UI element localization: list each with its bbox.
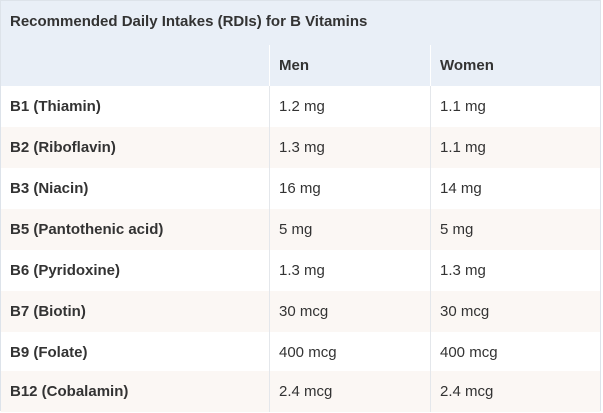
vitamin-cell: B12 (Cobalamin) xyxy=(10,383,129,400)
women-cell: 1.1 mg xyxy=(430,86,602,127)
women-cell: 1.3 mg xyxy=(430,250,602,291)
table-caption-text: Recommended Daily Intakes (RDIs) for B V… xyxy=(10,13,368,30)
women-cell: 14 mg xyxy=(430,168,602,209)
vitamin-cell: B3 (Niacin) xyxy=(10,180,89,197)
vitamin-cell: B2 (Riboflavin) xyxy=(10,139,116,156)
table-header-row: Men Women xyxy=(1,45,600,86)
table-row: B2 (Riboflavin) 1.3 mg 1.1 mg xyxy=(1,127,600,168)
women-cell: 2.4 mcg xyxy=(430,371,602,412)
vitamin-cell: B9 (Folate) xyxy=(10,344,88,361)
men-cell: 16 mg xyxy=(269,168,430,209)
men-cell: 400 mcg xyxy=(269,332,430,373)
table-row: B7 (Biotin) 30 mcg 30 mcg xyxy=(1,291,600,332)
vitamin-cell: B6 (Pyridoxine) xyxy=(10,262,121,279)
men-cell: 30 mcg xyxy=(269,291,430,332)
table-row: B9 (Folate) 400 mcg 400 mcg xyxy=(1,332,600,373)
women-cell: 5 mg xyxy=(430,209,602,250)
header-women: Women xyxy=(430,45,602,86)
men-cell: 5 mg xyxy=(269,209,430,250)
table-row: B5 (Pantothenic acid) 5 mg 5 mg xyxy=(1,209,600,250)
table-row: B12 (Cobalamin) 2.4 mcg 2.4 mcg xyxy=(1,371,600,412)
vitamin-cell: B7 (Biotin) xyxy=(10,303,86,320)
women-cell: 30 mcg xyxy=(430,291,602,332)
table-row: B6 (Pyridoxine) 1.3 mg 1.3 mg xyxy=(1,250,600,291)
vitamin-cell: B5 (Pantothenic acid) xyxy=(10,221,164,238)
men-cell: 1.3 mg xyxy=(269,127,430,168)
men-cell: 2.4 mcg xyxy=(269,371,430,412)
vitamin-cell: B1 (Thiamin) xyxy=(10,98,101,115)
header-men: Men xyxy=(269,45,430,86)
table-caption: Recommended Daily Intakes (RDIs) for B V… xyxy=(1,1,600,45)
men-cell: 1.2 mg xyxy=(269,86,430,127)
men-cell: 1.3 mg xyxy=(269,250,430,291)
women-cell: 400 mcg xyxy=(430,332,602,373)
table-row: B3 (Niacin) 16 mg 14 mg xyxy=(1,168,600,209)
women-cell: 1.1 mg xyxy=(430,127,602,168)
header-vitamin xyxy=(1,45,269,86)
table-row: B1 (Thiamin) 1.2 mg 1.1 mg xyxy=(1,86,600,127)
